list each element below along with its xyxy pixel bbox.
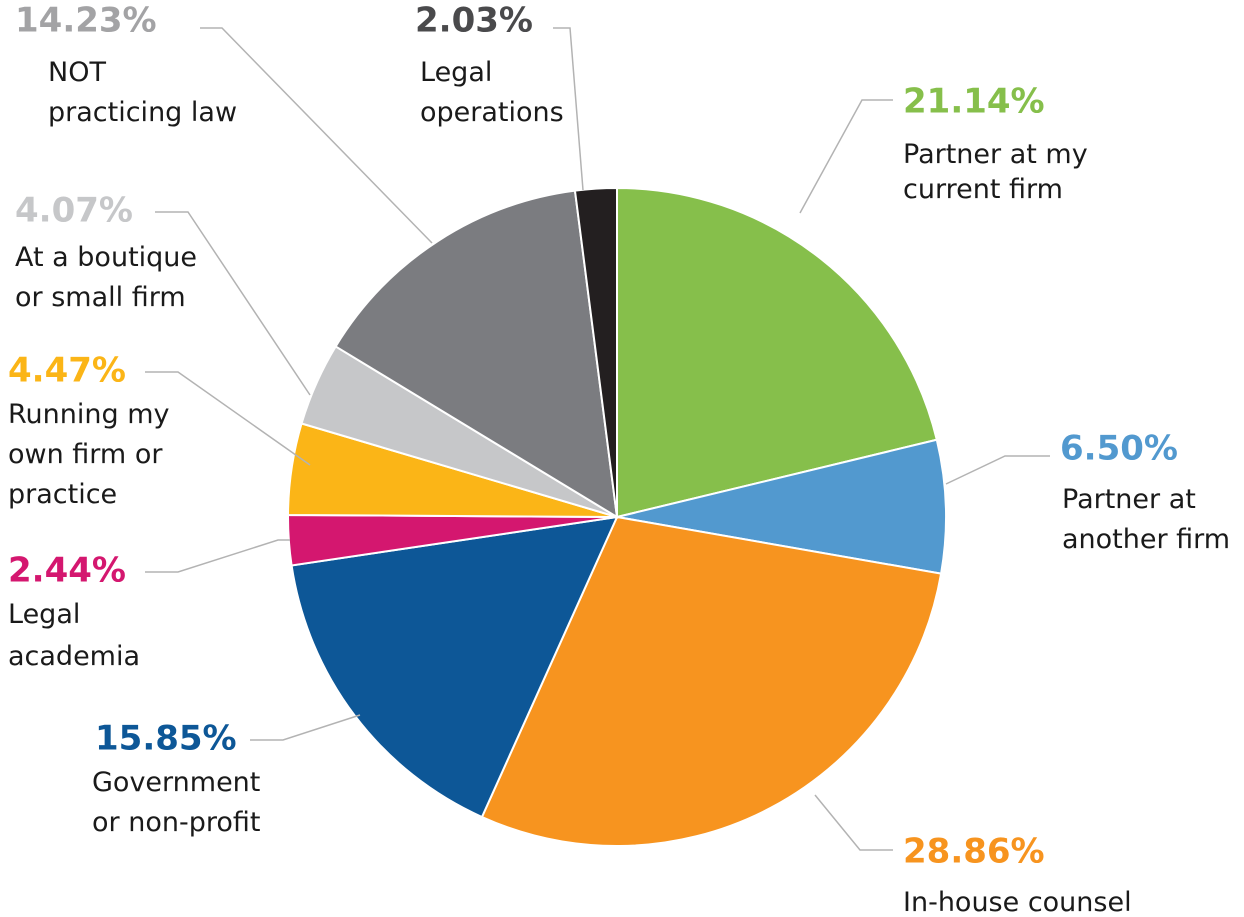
category-label: NOT practicing law	[48, 57, 237, 128]
category-line: In-house counsel	[903, 887, 1132, 917]
pie-slice	[480, 515, 943, 847]
category-line: or non-profit	[92, 807, 260, 838]
category-line: Legal	[420, 57, 492, 88]
value-label: 2.44%	[8, 551, 126, 591]
value-label: 21.14%	[903, 82, 1045, 122]
category-line: operations	[420, 97, 564, 128]
value-label: 6.50%	[1060, 429, 1178, 469]
leader-line	[799, 99, 893, 214]
category-line: NOT	[48, 57, 106, 88]
category-label: At a boutique or small firm	[15, 242, 197, 313]
value-label: 4.07%	[15, 191, 133, 231]
category-label: Legal operations	[420, 57, 564, 128]
value-label: 15.85%	[95, 719, 237, 759]
leader-line	[200, 27, 433, 244]
category-label: Legal academia	[8, 599, 140, 672]
leader-line	[155, 211, 311, 396]
category-line: Partner at	[1062, 484, 1196, 515]
category-line: or small firm	[15, 282, 186, 313]
leader-line	[945, 455, 1050, 485]
category-line: practice	[8, 479, 117, 510]
category-line: practicing law	[48, 97, 237, 128]
value-label: 14.23%	[15, 1, 157, 41]
leader-line	[250, 714, 361, 741]
category-line: current firm	[903, 174, 1063, 205]
pie-slice	[334, 189, 619, 519]
value-label: 2.03%	[415, 1, 533, 41]
category-line: Government	[92, 767, 260, 798]
category-label: In-house counsel	[903, 887, 1132, 917]
pie-slice	[573, 186, 618, 518]
category-line: At a boutique	[15, 242, 197, 273]
leader-line	[145, 539, 290, 573]
pie-slice	[616, 438, 947, 575]
category-label: Government or non-profit	[92, 767, 260, 838]
category-label: Partner at my current firm	[903, 139, 1088, 205]
leader-line	[553, 27, 584, 191]
pie-slice	[290, 515, 619, 819]
category-line: Partner at my	[903, 139, 1088, 170]
leader-line	[814, 794, 893, 851]
category-line: Running my	[8, 399, 170, 430]
pie-slice	[616, 186, 939, 519]
category-line: own firm or	[8, 439, 163, 470]
value-label: 28.86%	[903, 832, 1045, 872]
category-line: Legal	[8, 599, 80, 630]
value-label: 4.47%	[8, 351, 126, 391]
category-line: academia	[8, 641, 140, 672]
category-line: another firm	[1062, 524, 1230, 555]
category-label: Partner at another firm	[1062, 484, 1230, 555]
leader-line	[145, 371, 311, 466]
category-label: Running my own firm or practice	[8, 399, 170, 510]
